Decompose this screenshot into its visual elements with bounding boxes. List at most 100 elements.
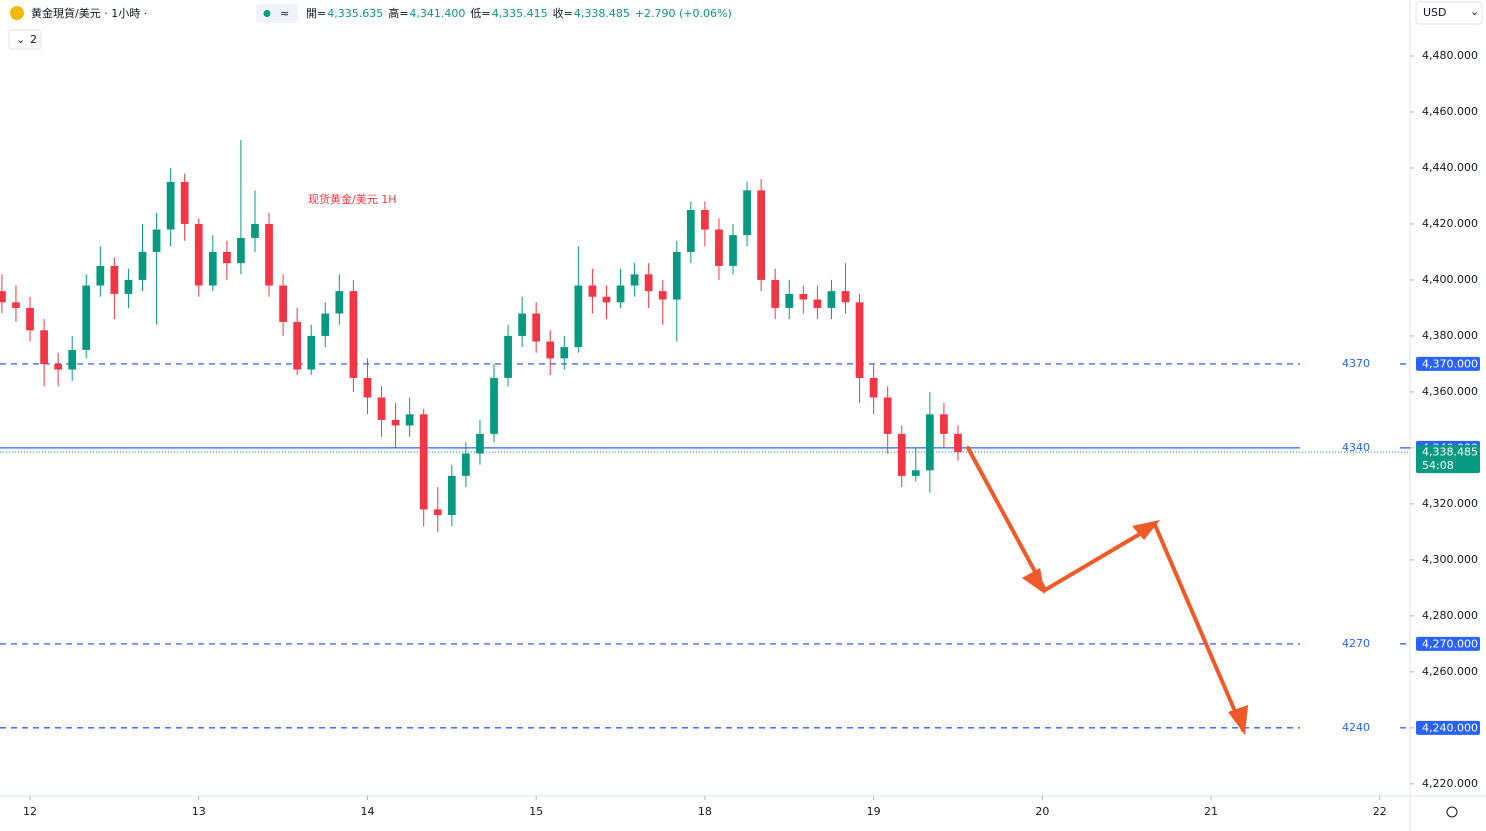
ohlc-value: 4,341.400	[409, 7, 465, 20]
candle-body	[658, 291, 667, 300]
level-price-label: 4,240.000	[1422, 721, 1478, 734]
status-badge	[256, 4, 298, 23]
candle-body	[940, 414, 948, 434]
candle-body	[405, 414, 414, 426]
y-tick-label: 4,420.000	[1422, 217, 1478, 230]
candle-body	[841, 291, 850, 303]
forecast-line	[966, 446, 1245, 732]
settings-icon[interactable]	[1446, 806, 1458, 818]
candle-body	[954, 433, 962, 453]
x-tick-label: 14	[360, 805, 374, 818]
candle-body	[124, 279, 133, 294]
ohlc-value: 4,335.415	[492, 7, 548, 20]
candle-body	[208, 251, 217, 286]
currency[interactable]: USD	[1423, 6, 1447, 19]
level-price-badge	[1416, 356, 1480, 371]
y-tick-label: 4,460.000	[1422, 105, 1478, 118]
candle-body	[771, 279, 780, 308]
y-tick-label: 4,480.000	[1422, 49, 1478, 62]
candle-body	[518, 313, 526, 336]
candle-body	[293, 321, 302, 370]
x-tick-label: 21	[1204, 805, 1218, 818]
candle-body	[377, 397, 386, 420]
candle-body	[12, 302, 20, 308]
candle-body	[222, 251, 231, 264]
candle-body	[729, 235, 737, 266]
candle-body	[827, 291, 836, 308]
symbol[interactable]: 黄金現貨/美元 · 1小時 ·	[31, 6, 147, 20]
chevron: ⌄	[16, 33, 25, 46]
candle-body	[82, 285, 91, 350]
candle-body	[546, 341, 555, 359]
candle-body	[644, 274, 653, 292]
candle-body	[335, 291, 344, 314]
level-label: 4340	[1342, 441, 1370, 454]
candle-body	[180, 181, 189, 224]
candle-body	[152, 229, 161, 252]
countdown: 54:08	[1422, 459, 1454, 472]
candle-body	[110, 265, 119, 294]
candle-body	[279, 285, 287, 322]
candle-body	[672, 251, 681, 300]
candle-body	[743, 190, 751, 236]
y-tick-label: 4,360.000	[1422, 385, 1478, 398]
x-tick-label: 15	[529, 805, 543, 818]
ohlc-label: 開=	[306, 7, 326, 20]
ohlc-legend: 開= 4,335.635 高= 4,341.400 低= 4,335.415 收= 4,338…	[306, 6, 732, 20]
candle-body	[138, 251, 147, 280]
arrow-head	[1228, 705, 1248, 735]
current-price-label: 4,338.485	[1422, 446, 1478, 459]
currency-select[interactable]	[1415, 1, 1483, 25]
candle-body	[574, 285, 583, 348]
change: +2.790 (+0.06%)	[635, 7, 732, 20]
candle-body	[363, 377, 372, 398]
candle-body	[588, 285, 597, 297]
candle-body	[349, 291, 358, 378]
candle-body	[391, 419, 400, 426]
candle-body	[560, 347, 569, 359]
y-tick-label: 4,220.000	[1422, 777, 1478, 790]
candle-body	[447, 475, 456, 516]
candle-body	[686, 209, 695, 252]
candle-body	[869, 377, 878, 398]
candle-body	[321, 313, 330, 336]
candle-body	[813, 299, 822, 308]
candle-body	[96, 265, 105, 286]
candle-body	[715, 229, 723, 266]
candle-body	[897, 433, 906, 476]
chevron: ⌄	[1470, 5, 1479, 18]
x-tick-label: 12	[23, 805, 37, 818]
candle-body	[616, 285, 625, 303]
level-label: 4370	[1342, 357, 1370, 370]
indicator-count[interactable]: 2	[30, 33, 37, 46]
candle-body	[419, 414, 428, 510]
y-tick-label: 4,260.000	[1422, 665, 1478, 678]
level-label: 4270	[1342, 637, 1370, 650]
arrow-head	[1132, 520, 1160, 540]
level-price-badge	[1416, 720, 1480, 735]
candle-body	[602, 296, 611, 303]
candle-body	[265, 223, 273, 286]
plot: 4,220.000 4,240.000 4,260.000 4,280.000 4,30…	[0, 49, 1480, 818]
candle-body	[490, 377, 498, 434]
x-tick-label: 20	[1035, 805, 1049, 818]
x-tick-label: 18	[698, 805, 712, 818]
level-price-label: 4,370.000	[1422, 357, 1478, 370]
candle-body	[701, 209, 709, 230]
candle-body	[237, 237, 245, 264]
y-tick-label: 4,300.000	[1422, 553, 1478, 566]
candle-body	[476, 433, 484, 454]
ohlc-label: 高=	[388, 6, 408, 20]
collapse-button[interactable]	[8, 29, 42, 50]
candle-body	[785, 293, 794, 308]
current-price-badge	[1416, 445, 1480, 474]
candle-body	[0, 291, 6, 303]
arrow-heads	[1022, 520, 1248, 735]
candle-body	[40, 330, 48, 364]
candle-body	[925, 414, 934, 471]
candle-body	[68, 349, 77, 370]
candle-body	[855, 302, 864, 378]
candle-body	[251, 223, 259, 238]
x-tick-label: 22	[1373, 805, 1387, 818]
